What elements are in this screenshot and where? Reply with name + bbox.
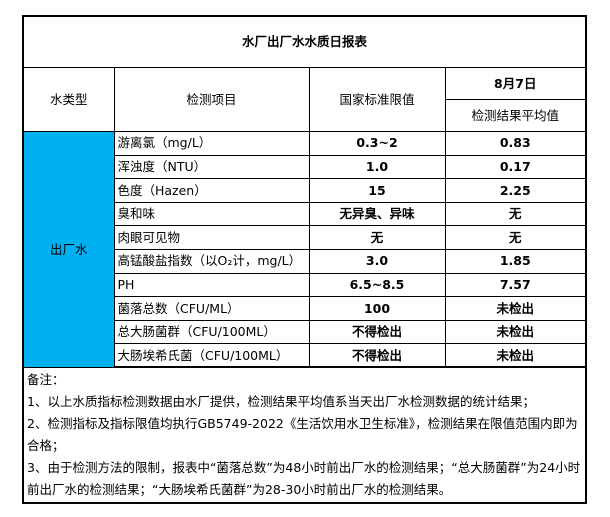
column-header-date: 8月7日 <box>444 67 587 100</box>
result-cell: 7.57 <box>444 272 587 298</box>
result-cell: 1.85 <box>444 248 587 274</box>
table-row: 浑浊度（NTU） 1.0 0.17 <box>23 154 587 180</box>
note-item: 3、由于检测方法的限制，报表中“菌落总数”为48小时前出厂水的检测结果；“总大肠… <box>27 460 581 498</box>
result-cell: 0.83 <box>444 131 587 156</box>
notes-title: 备注： <box>27 372 65 388</box>
table-row: 肉眼可见物 无 无 <box>23 225 587 250</box>
note-item: 1、以上水质指标检测数据由水厂提供，检测结果平均值系当天出厂水检测数据的统计结果… <box>27 394 535 410</box>
table-row: 高锰酸盐指数（以O₂计，mg/L） 3.0 1.85 <box>23 248 587 274</box>
standard-limit-cell: 6.5~8.5 <box>308 272 446 298</box>
standard-limit-cell: 无异臭、异味 <box>308 201 446 227</box>
result-cell: 未检出 <box>444 296 587 321</box>
test-item-cell: PH <box>113 272 310 298</box>
test-item-cell: 游离氯（mg/L） <box>113 131 310 156</box>
test-item-cell: 色度（Hazen） <box>113 178 310 203</box>
table-row: 总大肠菌群（CFU/100ML） 不得检出 未检出 <box>23 319 587 345</box>
result-cell: 2.25 <box>444 178 587 203</box>
table-row: 菌落总数（CFU/ML） 100 未检出 <box>23 296 587 321</box>
standard-limit-cell: 不得检出 <box>308 343 446 369</box>
table-row: 大肠埃希氏菌（CFU/100ML） 不得检出 未检出 <box>23 343 587 369</box>
result-cell: 未检出 <box>444 319 587 345</box>
result-cell: 未检出 <box>444 343 587 369</box>
report-table: 水厂出厂水水质日报表 水类型 检测项目 国家标准限值 8月7日 检测结果平均值 … <box>22 15 588 505</box>
standard-limit-cell: 1.0 <box>308 154 446 180</box>
test-item-cell: 臭和味 <box>113 201 310 227</box>
note-item: 2、检测指标及指标限值均执行GB5749-2022《生活饮用水卫生标准》，检测结… <box>27 416 578 454</box>
table-row: PH 6.5~8.5 7.57 <box>23 272 587 298</box>
column-header-standard-limit: 国家标准限值 <box>308 67 446 132</box>
result-cell: 无 <box>444 225 587 250</box>
standard-limit-cell: 无 <box>308 225 446 250</box>
result-cell: 无 <box>444 201 587 227</box>
standard-limit-cell: 0.3~2 <box>308 131 446 156</box>
test-item-cell: 浑浊度（NTU） <box>113 154 310 180</box>
test-item-cell: 菌落总数（CFU/ML） <box>113 296 310 321</box>
test-item-cell: 高锰酸盐指数（以O₂计，mg/L） <box>113 248 310 274</box>
water-quality-daily-report: 水厂出厂水水质日报表 水类型 检测项目 国家标准限值 8月7日 检测结果平均值 … <box>22 15 588 505</box>
table-row: 出厂水 游离氯（mg/L） 0.3~2 0.83 <box>22 131 587 368</box>
column-header-result-average: 检测结果平均值 <box>444 99 587 132</box>
column-header-test-item: 检测项目 <box>113 67 310 132</box>
test-item-cell: 肉眼可见物 <box>113 225 310 250</box>
water-type-cell: 出厂水 <box>22 131 115 368</box>
standard-limit-cell: 不得检出 <box>308 319 446 345</box>
table-row: 色度（Hazen） 15 2.25 <box>23 178 587 203</box>
table-row: 臭和味 无异臭、异味 无 <box>23 201 587 227</box>
standard-limit-cell: 15 <box>308 178 446 203</box>
test-item-cell: 总大肠菌群（CFU/100ML） <box>113 319 310 345</box>
report-title: 水厂出厂水水质日报表 <box>22 15 587 68</box>
notes-section: 备注： 1、以上水质指标检测数据由水厂提供，检测结果平均值系当天出厂水检测数据的… <box>22 366 587 504</box>
test-item-cell: 大肠埃希氏菌（CFU/100ML） <box>113 343 310 369</box>
standard-limit-cell: 100 <box>308 296 446 321</box>
column-header-water-type: 水类型 <box>22 67 115 132</box>
standard-limit-cell: 3.0 <box>308 248 446 274</box>
result-cell: 0.17 <box>444 154 587 180</box>
